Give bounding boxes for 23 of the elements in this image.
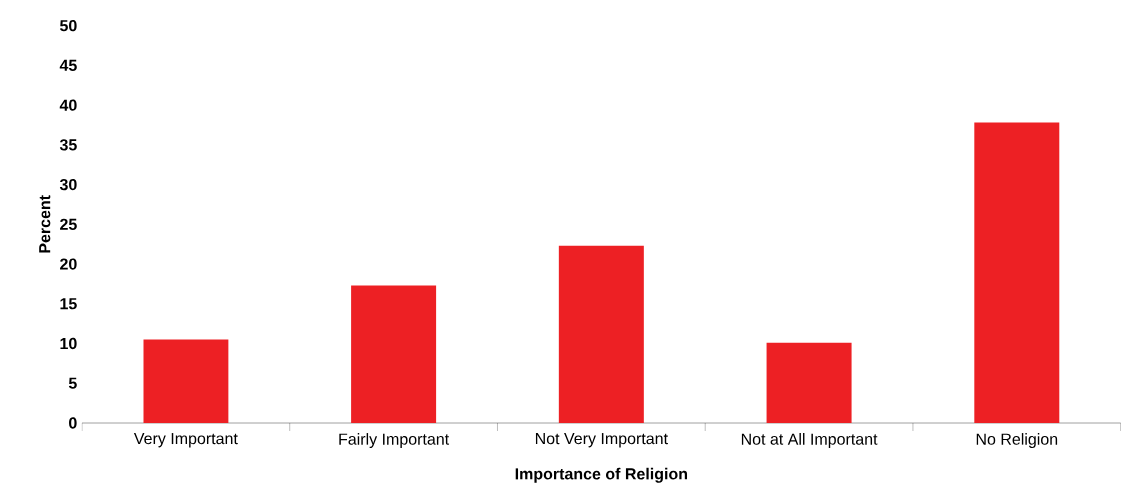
x-tick-label: Not Very Important [535, 433, 668, 448]
y-tick-label: 0 [69, 417, 77, 429]
y-tick-label: 5 [68, 377, 77, 389]
x-tick-label: Fairly Important [339, 433, 450, 448]
y-tick-label: 45 [59, 59, 77, 71]
x-tick-label: No Religion [976, 433, 1058, 448]
y-axis-title: Percent [39, 195, 51, 253]
y-tick-label: 50 [59, 20, 77, 32]
y-tick-label: 15 [60, 298, 77, 310]
bar [766, 342, 852, 423]
y-tick-label: 35 [59, 139, 77, 151]
x-tick-label: Not at All Important [741, 433, 878, 448]
y-tick-label: 30 [59, 178, 77, 191]
x-tick-label: Very Important [133, 433, 238, 448]
x-axis-title: Importance of Religion [515, 467, 688, 483]
y-tick-label: 40 [59, 99, 77, 111]
y-tick-label: 25 [60, 218, 77, 230]
y-tick-label: 20 [60, 258, 77, 270]
bar [351, 285, 437, 423]
bar [143, 339, 229, 423]
bar [558, 245, 644, 423]
y-tick-label: 10 [60, 337, 77, 350]
bar [974, 122, 1060, 423]
